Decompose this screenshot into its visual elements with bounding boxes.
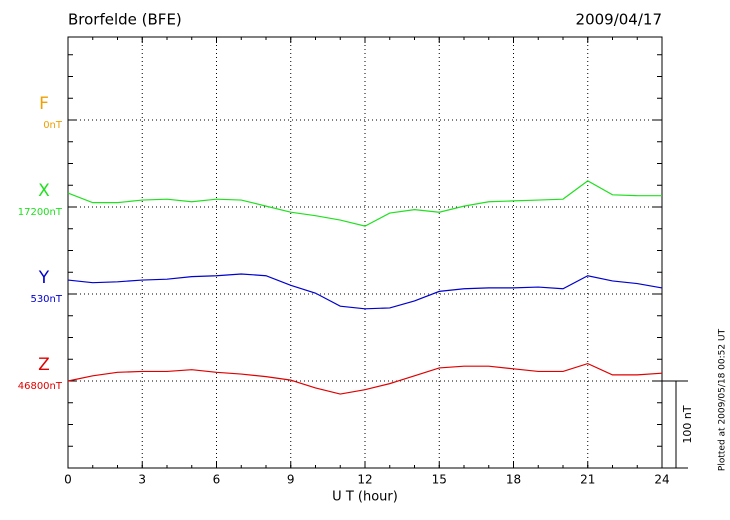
chart-title: Brorfelde (BFE) (68, 11, 182, 29)
series-name: X (38, 181, 50, 201)
baseline-label: 530nT (30, 294, 62, 305)
scale-bar-label: 100 nT (681, 405, 694, 443)
chart-date: 2009/04/17 (576, 11, 662, 29)
series-name: Z (38, 355, 50, 375)
x-tick-label: 24 (654, 473, 669, 487)
footnote: Plotted at 2009/05/18 00:52 UT (718, 328, 728, 471)
x-tick-label: 0 (64, 473, 72, 487)
baseline-label: 17200nT (18, 207, 63, 218)
trace (67, 180, 662, 227)
baseline-label: 46800nT (18, 381, 63, 392)
x-tick-label: 18 (506, 473, 521, 487)
trace (67, 362, 663, 395)
series-name: F (39, 94, 49, 114)
x-tick-label: 6 (213, 473, 221, 487)
series-name: Y (38, 268, 50, 288)
baseline-label: 0nT (43, 120, 63, 131)
x-tick-label: 21 (580, 473, 595, 487)
x-tick-label: 3 (138, 473, 146, 487)
x-axis-label: U T (hour) (332, 490, 398, 505)
x-tick-label: 9 (287, 473, 295, 487)
x-tick-label: 15 (432, 473, 447, 487)
x-tick-label: 12 (357, 473, 372, 487)
trace (67, 273, 663, 310)
